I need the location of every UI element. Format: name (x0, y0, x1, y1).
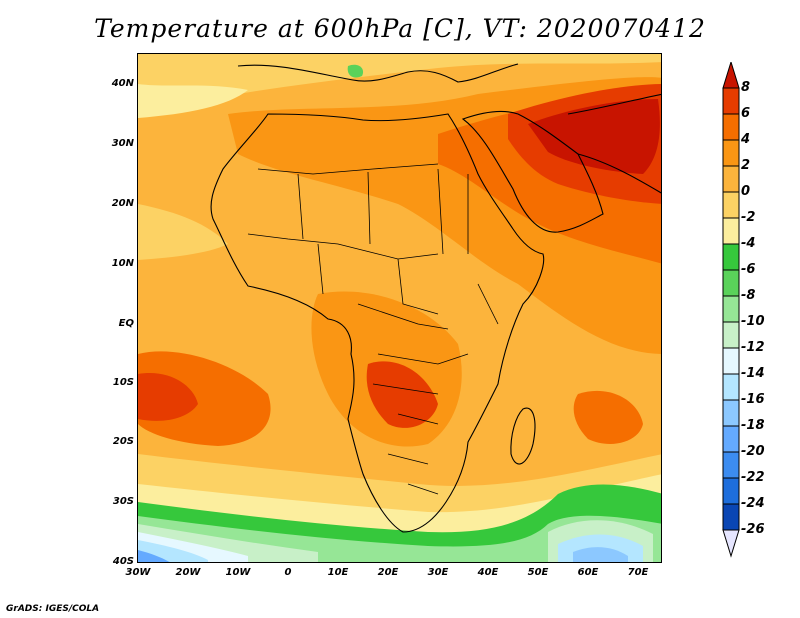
colorbar-segment (722, 503, 740, 531)
lon-label-30e: 30E (427, 567, 449, 578)
colorbar-label-m16: -16 (741, 392, 765, 407)
map-title: Temperature at 600hPa [C], VT: 202007041… (94, 14, 706, 43)
lat-label-30s: 30S (112, 496, 134, 507)
colorbar-segment (722, 217, 740, 245)
field-blue3-southwest (138, 550, 170, 562)
field-warm4-south-atlantic (138, 351, 271, 446)
colorbar-segment (722, 113, 740, 141)
lon-label-60e: 60E (577, 567, 599, 578)
lon-label-10w: 10W (225, 567, 251, 578)
colorbar-segment (722, 425, 740, 453)
lat-label-40s: 40S (112, 556, 134, 567)
colorbar-label-m12: -12 (741, 340, 765, 355)
field-warm8-core (528, 99, 660, 174)
colorbar (722, 62, 740, 558)
colorbar-bottom-arrow (722, 529, 740, 558)
colorbar-label-m20: -20 (741, 444, 765, 459)
lat-label-40n: 40N (111, 78, 134, 89)
colorbar-label-m26: -26 (741, 522, 765, 537)
field-band-coolm2-northwest (138, 84, 248, 118)
colorbar-label-2: 2 (741, 158, 751, 173)
lat-label-10n: 10N (111, 258, 134, 269)
colorbar-segment (722, 269, 740, 297)
colorbar-segment (722, 165, 740, 193)
temperature-map (137, 53, 662, 563)
colorbar-segment (722, 321, 740, 349)
colorbar-segment (722, 191, 740, 219)
colorbar-label-m18: -18 (741, 418, 765, 433)
lon-label-20e: 20E (377, 567, 399, 578)
colorbar-segment (722, 373, 740, 401)
colorbar-segment (722, 451, 740, 479)
colorbar-label-m8: -8 (741, 288, 756, 303)
lon-label-70e: 70E (627, 567, 649, 578)
lat-label-20n: 20N (111, 198, 134, 209)
colorbar-label-m10: -10 (741, 314, 765, 329)
colorbar-label-m2: -2 (741, 210, 756, 225)
field-warm6-angola (366, 361, 438, 428)
colorbar-label-m22: -22 (741, 470, 765, 485)
colorbar-label-m4: -4 (741, 236, 756, 251)
field-blue2-southeast (573, 547, 628, 562)
lat-label-eq: EQ (118, 318, 134, 329)
colorbar-segment (722, 477, 740, 505)
colorbar-segment (722, 139, 740, 167)
colorbar-segment (722, 295, 740, 323)
colorbar-label-m24: -24 (741, 496, 765, 511)
arabia-coastline (461, 110, 604, 233)
coastline-layer (210, 63, 661, 533)
interior-borders (247, 163, 499, 495)
lon-label-50e: 50E (527, 567, 549, 578)
lon-label-30w: 30W (125, 567, 151, 578)
colorbar-top-arrow (722, 62, 740, 89)
lon-label-0: 0 (284, 567, 292, 578)
madagascar (510, 407, 536, 465)
field-band-cool0-west (138, 204, 228, 260)
colorbar-segment (722, 399, 740, 427)
credit-text: GrADS: IGES/COLA (6, 604, 100, 614)
colorbar-label-6: 6 (741, 106, 751, 121)
lon-label-40e: 40E (477, 567, 499, 578)
lon-label-20w: 20W (175, 567, 201, 578)
iran-india-coastline (567, 93, 661, 194)
field-warm6-south-atlantic (138, 373, 198, 421)
europe-coastline (237, 63, 519, 83)
lat-label-30n: 30N (111, 138, 134, 149)
colorbar-segment (722, 87, 740, 115)
colorbar-label-4: 4 (741, 132, 751, 147)
colorbar-label-0: 0 (741, 184, 751, 199)
field-green-mediterranean (347, 64, 364, 78)
colorbar-segment (722, 347, 740, 375)
lat-label-20s: 20S (112, 436, 134, 447)
colorbar-segment (722, 243, 740, 271)
colorbar-label-m6: -6 (741, 262, 756, 277)
map-canvas (138, 54, 661, 562)
field-warm4-indian-ocean (573, 390, 643, 444)
colorbar-label-m14: -14 (741, 366, 765, 381)
africa-coastline (210, 113, 545, 533)
lat-label-10s: 10S (112, 377, 134, 388)
colorbar-label-8: 8 (741, 80, 751, 95)
lon-label-10e: 10E (327, 567, 349, 578)
